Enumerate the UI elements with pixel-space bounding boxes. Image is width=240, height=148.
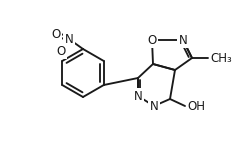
Text: N: N — [65, 33, 73, 45]
Text: O: O — [51, 28, 61, 41]
Text: N: N — [179, 33, 187, 46]
Text: N: N — [134, 90, 142, 103]
Text: O: O — [56, 45, 66, 58]
Text: N: N — [150, 99, 158, 112]
Text: OH: OH — [187, 99, 205, 112]
Text: O: O — [147, 33, 157, 46]
Text: CH₃: CH₃ — [210, 52, 232, 65]
